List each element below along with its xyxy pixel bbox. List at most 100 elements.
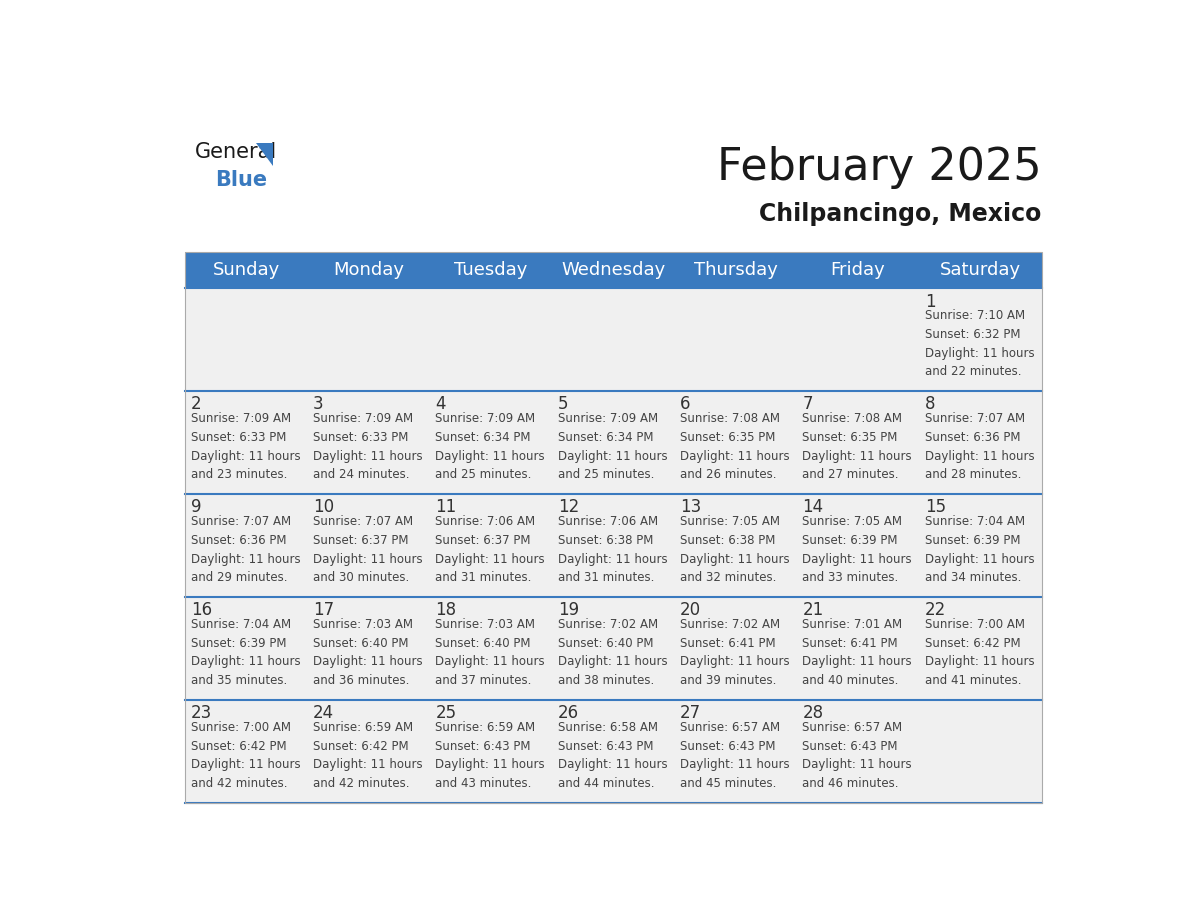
Text: and 44 minutes.: and 44 minutes. xyxy=(558,777,655,790)
Text: Daylight: 11 hours: Daylight: 11 hours xyxy=(191,553,301,565)
Bar xyxy=(920,494,1042,597)
Text: Blue: Blue xyxy=(215,170,267,190)
Bar xyxy=(552,597,675,700)
Text: Daylight: 11 hours: Daylight: 11 hours xyxy=(681,450,790,463)
Text: 11: 11 xyxy=(436,498,456,516)
Text: Daylight: 11 hours: Daylight: 11 hours xyxy=(924,655,1035,668)
Text: Sunrise: 6:59 AM: Sunrise: 6:59 AM xyxy=(436,722,536,734)
Text: Daylight: 11 hours: Daylight: 11 hours xyxy=(436,655,545,668)
Text: Sunrise: 7:06 AM: Sunrise: 7:06 AM xyxy=(436,515,536,529)
Text: 6: 6 xyxy=(681,396,690,413)
Bar xyxy=(552,700,675,803)
Text: Daylight: 11 hours: Daylight: 11 hours xyxy=(924,450,1035,463)
Text: Sunset: 6:36 PM: Sunset: 6:36 PM xyxy=(191,534,286,547)
Text: Daylight: 11 hours: Daylight: 11 hours xyxy=(558,553,668,565)
Text: 26: 26 xyxy=(558,704,579,722)
Text: Sunrise: 7:03 AM: Sunrise: 7:03 AM xyxy=(436,618,536,632)
Bar xyxy=(675,288,797,391)
Text: Daylight: 11 hours: Daylight: 11 hours xyxy=(802,553,912,565)
Text: Sunset: 6:43 PM: Sunset: 6:43 PM xyxy=(681,740,776,753)
Bar xyxy=(675,391,797,494)
Text: 16: 16 xyxy=(191,601,211,620)
Text: 23: 23 xyxy=(191,704,213,722)
Text: Chilpancingo, Mexico: Chilpancingo, Mexico xyxy=(759,202,1042,226)
Text: Sunset: 6:40 PM: Sunset: 6:40 PM xyxy=(314,637,409,650)
Text: 12: 12 xyxy=(558,498,579,516)
Text: and 42 minutes.: and 42 minutes. xyxy=(191,777,287,790)
Text: and 31 minutes.: and 31 minutes. xyxy=(436,571,532,584)
Text: Sunrise: 7:04 AM: Sunrise: 7:04 AM xyxy=(924,515,1025,529)
Bar xyxy=(675,700,797,803)
Text: Sunrise: 7:07 AM: Sunrise: 7:07 AM xyxy=(924,412,1025,425)
Text: Thursday: Thursday xyxy=(694,261,778,279)
Text: Sunset: 6:33 PM: Sunset: 6:33 PM xyxy=(191,431,286,444)
Text: 22: 22 xyxy=(924,601,946,620)
Text: Daylight: 11 hours: Daylight: 11 hours xyxy=(924,347,1035,360)
Text: Daylight: 11 hours: Daylight: 11 hours xyxy=(436,553,545,565)
Text: Sunrise: 7:05 AM: Sunrise: 7:05 AM xyxy=(802,515,903,529)
Bar xyxy=(430,391,552,494)
Text: Sunset: 6:40 PM: Sunset: 6:40 PM xyxy=(436,637,531,650)
Text: 28: 28 xyxy=(802,704,823,722)
Text: Sunset: 6:43 PM: Sunset: 6:43 PM xyxy=(436,740,531,753)
Text: Sunset: 6:37 PM: Sunset: 6:37 PM xyxy=(314,534,409,547)
Text: Daylight: 11 hours: Daylight: 11 hours xyxy=(436,450,545,463)
Text: Daylight: 11 hours: Daylight: 11 hours xyxy=(314,655,423,668)
Text: and 30 minutes.: and 30 minutes. xyxy=(314,571,410,584)
Text: Sunrise: 7:09 AM: Sunrise: 7:09 AM xyxy=(314,412,413,425)
Text: Daylight: 11 hours: Daylight: 11 hours xyxy=(802,758,912,771)
Text: Daylight: 11 hours: Daylight: 11 hours xyxy=(802,450,912,463)
Text: Friday: Friday xyxy=(830,261,885,279)
Bar xyxy=(797,494,920,597)
Text: and 46 minutes.: and 46 minutes. xyxy=(802,777,899,790)
Text: and 41 minutes.: and 41 minutes. xyxy=(924,674,1022,687)
Bar xyxy=(920,288,1042,391)
Text: 4: 4 xyxy=(436,396,446,413)
Text: Tuesday: Tuesday xyxy=(455,261,527,279)
Text: 3: 3 xyxy=(314,396,324,413)
Bar xyxy=(308,597,430,700)
Text: 21: 21 xyxy=(802,601,823,620)
Text: 8: 8 xyxy=(924,396,935,413)
Text: 2: 2 xyxy=(191,396,202,413)
Bar xyxy=(308,700,430,803)
Text: Daylight: 11 hours: Daylight: 11 hours xyxy=(558,758,668,771)
Text: Saturday: Saturday xyxy=(940,261,1020,279)
Bar xyxy=(797,391,920,494)
Bar xyxy=(920,700,1042,803)
Text: and 29 minutes.: and 29 minutes. xyxy=(191,571,287,584)
Bar xyxy=(308,391,430,494)
Bar xyxy=(185,597,308,700)
Bar xyxy=(675,494,797,597)
Text: Sunrise: 7:08 AM: Sunrise: 7:08 AM xyxy=(802,412,903,425)
Text: Sunrise: 7:05 AM: Sunrise: 7:05 AM xyxy=(681,515,781,529)
Text: Sunset: 6:42 PM: Sunset: 6:42 PM xyxy=(191,740,286,753)
Text: and 25 minutes.: and 25 minutes. xyxy=(558,468,655,481)
Text: Sunrise: 6:58 AM: Sunrise: 6:58 AM xyxy=(558,722,658,734)
Text: and 37 minutes.: and 37 minutes. xyxy=(436,674,532,687)
Text: Daylight: 11 hours: Daylight: 11 hours xyxy=(191,450,301,463)
Bar xyxy=(430,597,552,700)
Bar xyxy=(185,288,308,391)
Text: Sunset: 6:35 PM: Sunset: 6:35 PM xyxy=(681,431,776,444)
Text: Sunset: 6:32 PM: Sunset: 6:32 PM xyxy=(924,328,1020,341)
Text: Sunset: 6:43 PM: Sunset: 6:43 PM xyxy=(802,740,898,753)
Bar xyxy=(552,391,675,494)
Bar xyxy=(920,391,1042,494)
Text: Sunset: 6:39 PM: Sunset: 6:39 PM xyxy=(802,534,898,547)
Text: and 22 minutes.: and 22 minutes. xyxy=(924,365,1022,378)
Text: Monday: Monday xyxy=(334,261,404,279)
Text: and 27 minutes.: and 27 minutes. xyxy=(802,468,899,481)
Text: Sunrise: 7:09 AM: Sunrise: 7:09 AM xyxy=(558,412,658,425)
Text: Sunset: 6:34 PM: Sunset: 6:34 PM xyxy=(558,431,653,444)
Text: and 43 minutes.: and 43 minutes. xyxy=(436,777,532,790)
Polygon shape xyxy=(257,143,273,166)
Text: and 24 minutes.: and 24 minutes. xyxy=(314,468,410,481)
Text: Daylight: 11 hours: Daylight: 11 hours xyxy=(191,758,301,771)
Text: Sunset: 6:39 PM: Sunset: 6:39 PM xyxy=(191,637,286,650)
Text: and 35 minutes.: and 35 minutes. xyxy=(191,674,287,687)
Text: and 34 minutes.: and 34 minutes. xyxy=(924,571,1022,584)
Text: Daylight: 11 hours: Daylight: 11 hours xyxy=(802,655,912,668)
Text: Sunset: 6:40 PM: Sunset: 6:40 PM xyxy=(558,637,653,650)
Text: 1: 1 xyxy=(924,293,935,310)
